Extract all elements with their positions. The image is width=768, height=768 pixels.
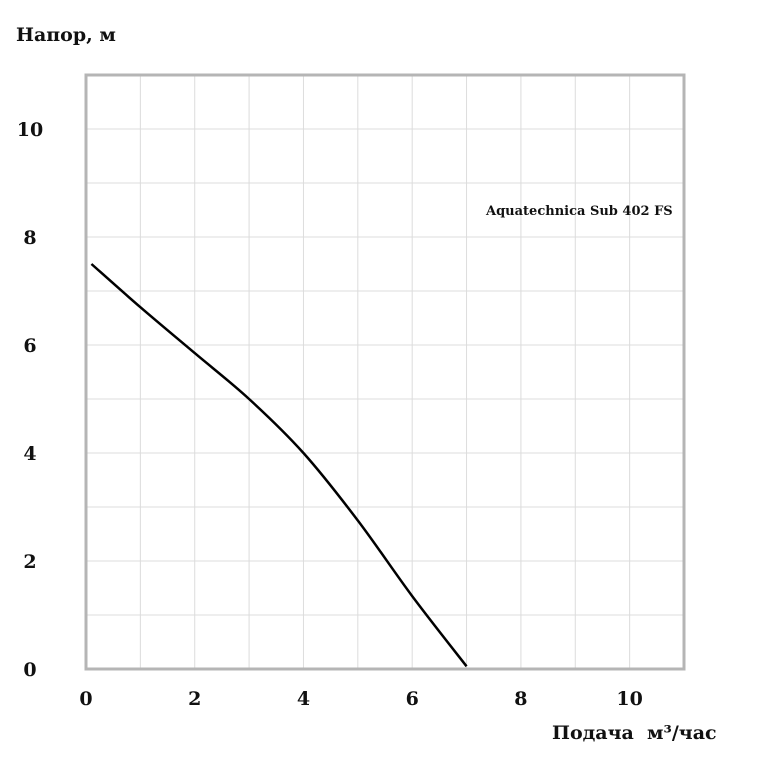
y-tick-label: 0 <box>23 659 36 681</box>
x-axis-label: Подача м³/час <box>552 722 717 744</box>
series-label: Aquatechnica Sub 402 FS <box>485 204 673 219</box>
y-ticks: 0 2 4 6 8 10 <box>17 119 43 681</box>
y-tick-label: 10 <box>17 119 43 141</box>
y-axis-label: Напор, м <box>16 24 116 46</box>
y-tick-label: 2 <box>23 551 36 573</box>
series-lines <box>90 263 468 668</box>
y-tick-label: 4 <box>23 443 36 465</box>
x-tick-label: 10 <box>616 688 642 710</box>
x-tick-label: 4 <box>297 688 310 710</box>
y-tick-label: 8 <box>23 227 36 249</box>
plot-frame <box>84 73 686 671</box>
y-tick-label: 6 <box>23 335 36 357</box>
x-tick-label: 6 <box>406 688 419 710</box>
series-line <box>90 263 468 668</box>
plot-background <box>86 75 684 669</box>
x-tick-label: 0 <box>79 688 92 710</box>
x-ticks: 0 2 4 6 8 10 <box>79 688 642 710</box>
grid <box>86 75 684 669</box>
x-tick-label: 2 <box>188 688 201 710</box>
x-tick-label: 8 <box>514 688 527 710</box>
